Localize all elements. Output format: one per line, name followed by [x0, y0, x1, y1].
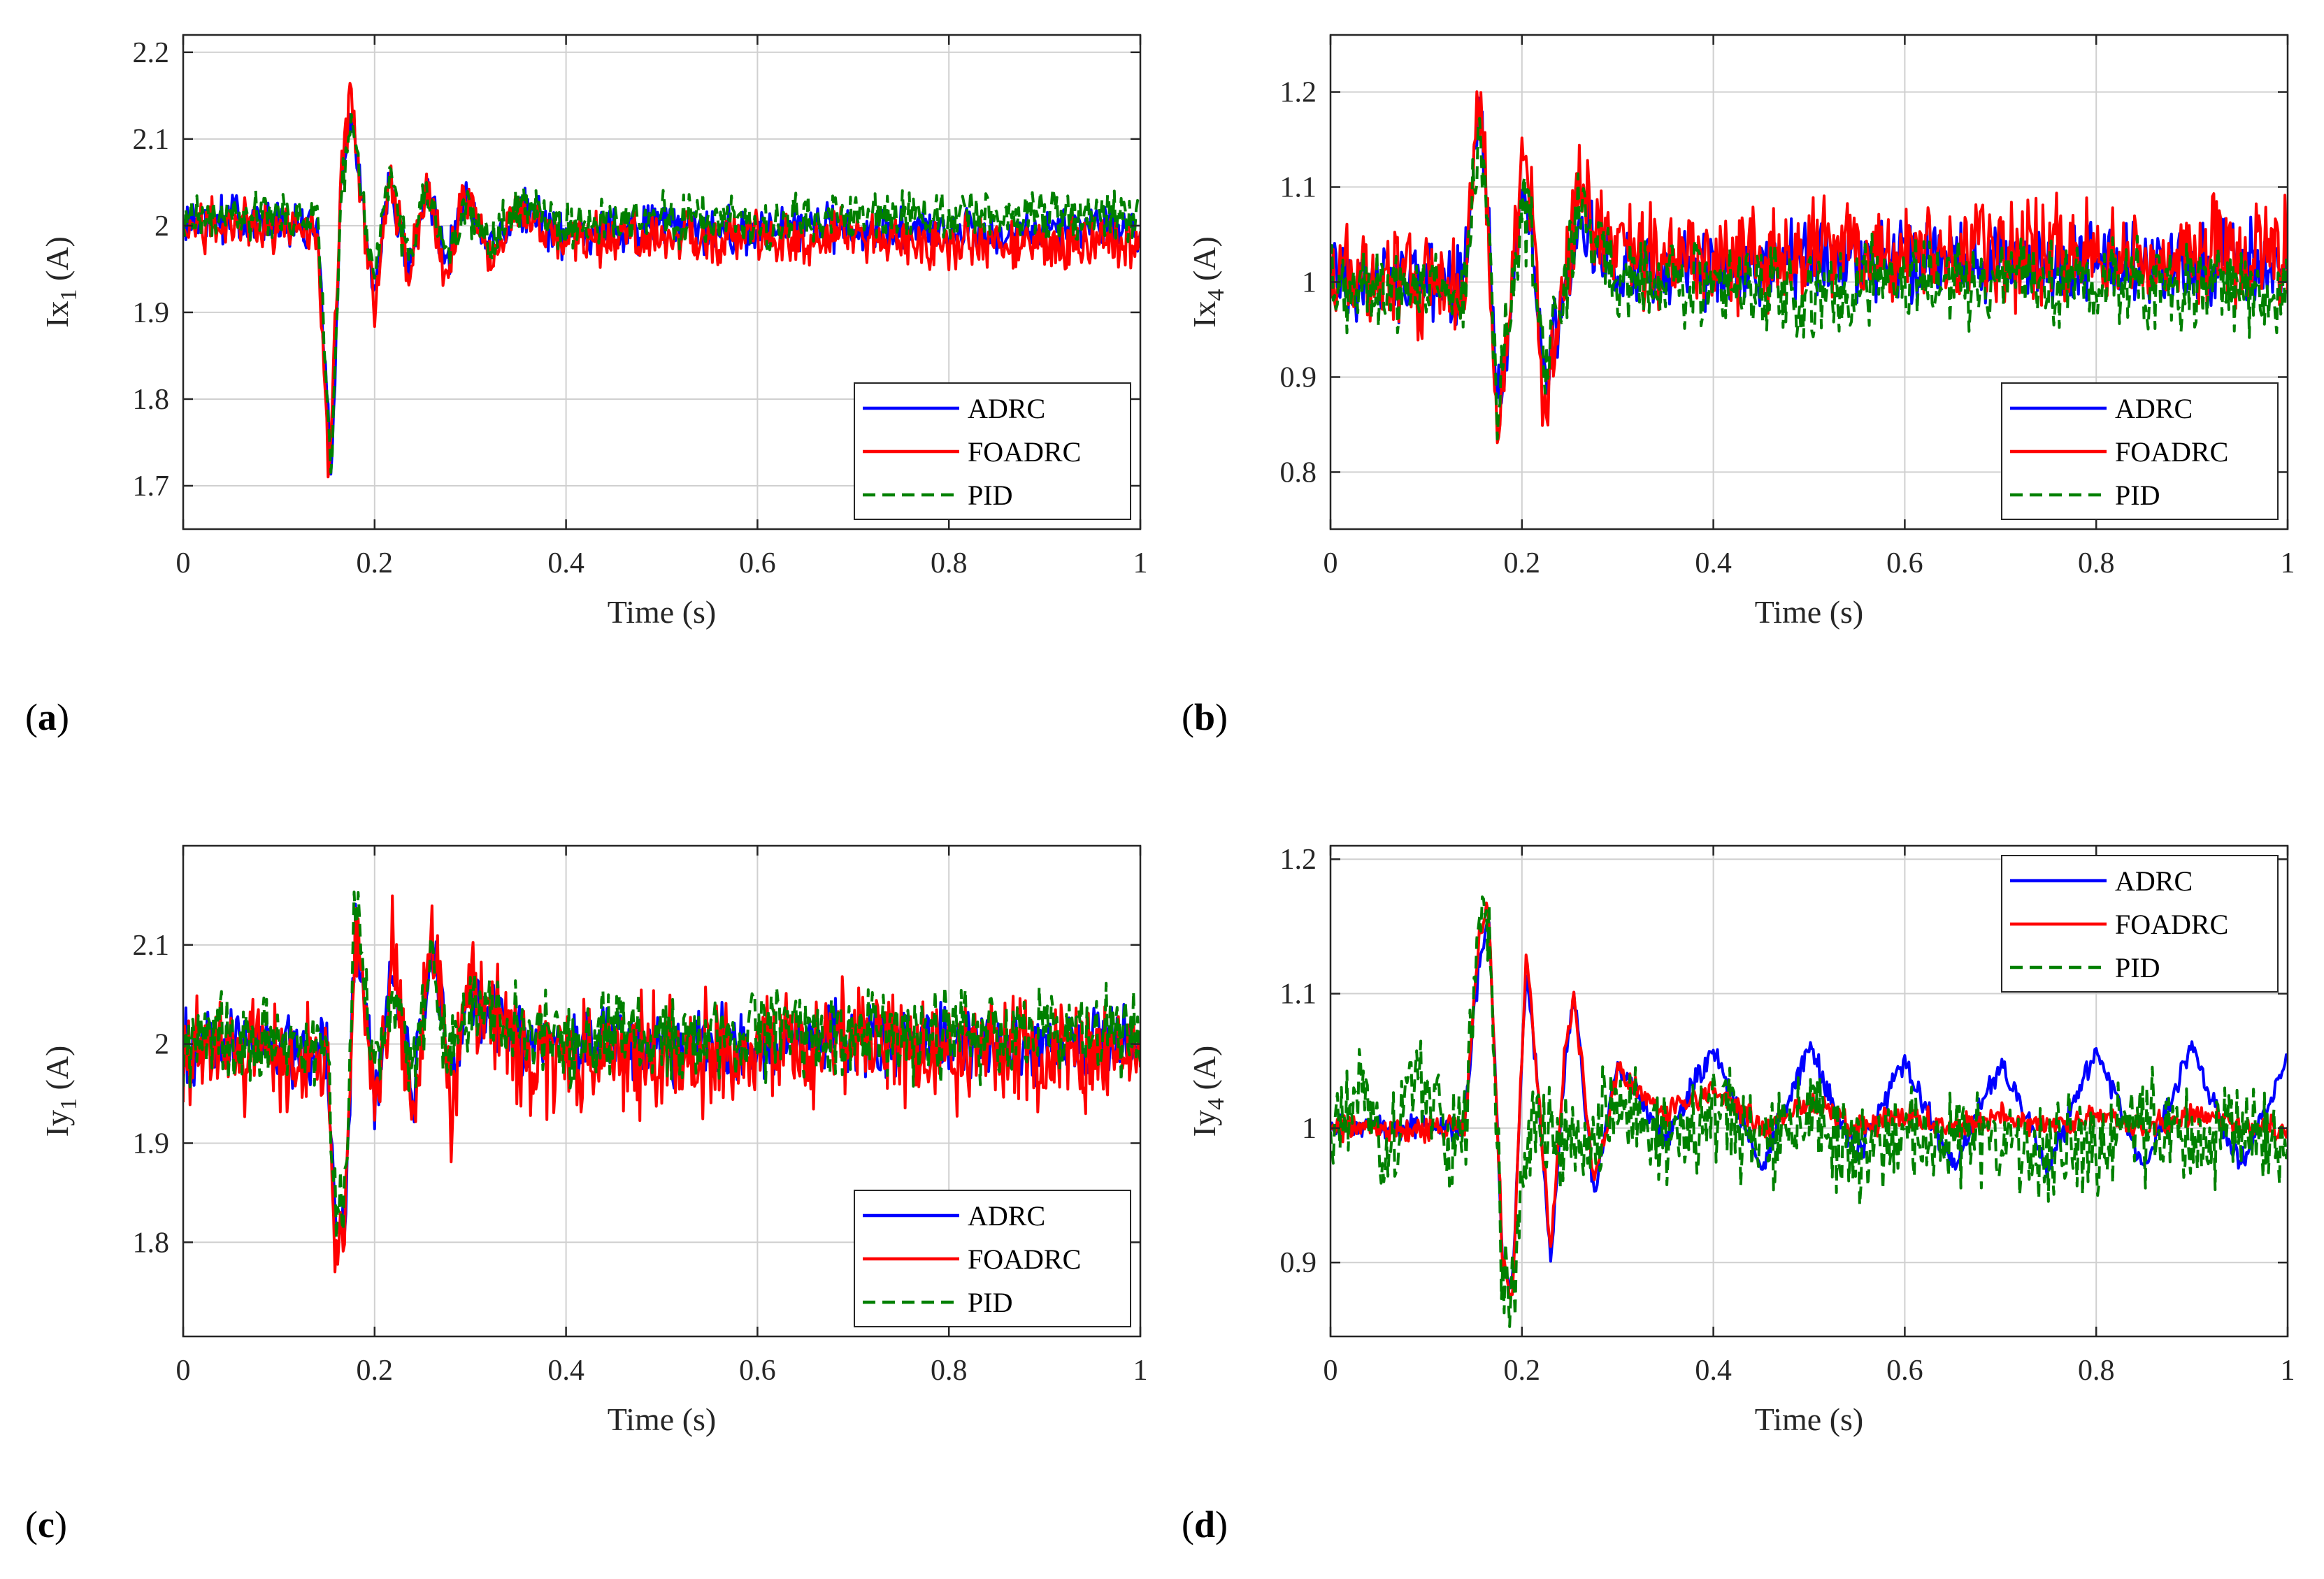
legend-label-pid: PID: [968, 480, 1012, 511]
legend-label-pid: PID: [2115, 480, 2160, 511]
y-axis-label-subscript: 1: [56, 289, 82, 301]
legend: ADRC FOADRC PID: [854, 382, 1131, 520]
x-tick-label: 0.6: [739, 547, 776, 579]
x-tick-label: 0.4: [1695, 1355, 1732, 1387]
y-tick-label: 0.9: [1280, 361, 1317, 394]
series-pid: [183, 891, 1140, 1241]
y-tick-label: 1.8: [133, 1227, 170, 1259]
x-axis-label: Time (s): [1755, 594, 1864, 630]
y-axis-label-main: Ix: [1186, 301, 1222, 328]
legend-label-foadrc: FOADRC: [968, 1243, 1081, 1275]
x-tick-label: 0: [176, 547, 191, 579]
panel-label-a: (a): [25, 696, 69, 738]
y-axis-label-subscript: 4: [1203, 1098, 1229, 1110]
y-tick-label: 2.2: [133, 37, 170, 69]
x-tick-label: 0.6: [1886, 1355, 1923, 1387]
y-tick-label: 1.7: [133, 470, 170, 503]
x-tick-label: 0.2: [357, 547, 394, 579]
y-axis-label: Ix4 (A): [1186, 236, 1229, 328]
axes-box: [182, 34, 1142, 531]
y-axis-label-subscript: 1: [56, 1098, 82, 1110]
legend: ADRC FOADRC PID: [2001, 855, 2279, 993]
y-tick-label: 0.8: [1280, 456, 1317, 489]
y-tick-label: 1.1: [1280, 172, 1317, 204]
y-tick-label: 1.2: [1280, 844, 1317, 876]
chart-d: 0 0.2 0.4 0.6 0.8 1 0.9 1 1.1 1.2 Time (s) Iy4 (A) A…: [1186, 844, 2295, 1437]
y-tick-label: 2.1: [133, 124, 170, 156]
x-tick-label: 0.4: [547, 547, 584, 579]
x-tick-label: 0.6: [1886, 547, 1923, 579]
y-axis-label-unit: (A): [39, 236, 75, 289]
legend-label-adrc: ADRC: [2115, 393, 2193, 424]
y-axis-label-unit: (A): [1186, 1046, 1222, 1098]
legend: ADRC FOADRC PID: [854, 1190, 1131, 1327]
y-tick-label: 1.9: [133, 1127, 170, 1160]
x-axis-label: Time (s): [608, 594, 717, 630]
series-foadrc: [1330, 90, 2288, 445]
x-tick-label: 0.8: [931, 547, 968, 579]
x-tick-label: 1: [1133, 547, 1148, 579]
x-tick-label: 0.4: [1695, 547, 1732, 579]
x-tick-label: 0.4: [547, 1355, 584, 1387]
y-tick-label: 1: [1302, 267, 1317, 299]
x-tick-label: 1: [2281, 1355, 2295, 1387]
legend-label-foadrc: FOADRC: [2115, 909, 2228, 940]
y-axis-label-subscript: 4: [1203, 289, 1229, 301]
y-tick-label: 2: [155, 210, 169, 243]
x-tick-label: 0: [1324, 547, 1338, 579]
legend-label-adrc: ADRC: [968, 393, 1045, 424]
y-tick-label: 1.9: [133, 297, 170, 329]
x-tick-label: 0.6: [739, 1355, 776, 1387]
series-foadrc: [183, 894, 1140, 1274]
y-axis-label-main: Ix: [39, 301, 75, 328]
axes-box: [1329, 844, 2289, 1338]
y-tick-label: 0.9: [1280, 1247, 1317, 1279]
x-tick-label: 0.2: [1504, 547, 1541, 579]
panel-label-d: (d): [1182, 1504, 1228, 1545]
x-tick-label: 0.8: [2078, 547, 2115, 579]
chart-a: 0 0.2 0.4 0.6 0.8 1 1.7 1.8 1.9 2 2.1 2.2 Time (s) Ix…: [39, 34, 1148, 630]
y-tick-label: 1.1: [1280, 979, 1317, 1011]
x-tick-label: 0.8: [2078, 1355, 2115, 1387]
y-axis-label: Ix1 (A): [39, 236, 82, 328]
panel-label-c: (c): [25, 1504, 67, 1545]
x-tick-label: 0.8: [931, 1355, 968, 1387]
x-tick-label: 0: [176, 1355, 191, 1387]
axes-box: [182, 844, 1142, 1338]
chart-b: 0 0.2 0.4 0.6 0.8 1 0.8 0.9 1 1.1 1.2 Time (s) Ix4 (…: [1186, 34, 2295, 630]
y-axis-label: Iy1 (A): [39, 1046, 82, 1137]
legend-label-adrc: ADRC: [2115, 865, 2193, 897]
y-axis-label-main: Iy: [39, 1110, 75, 1137]
x-tick-label: 1: [2281, 547, 2295, 579]
series-pid: [1330, 117, 2288, 441]
x-tick-label: 0: [1324, 1355, 1338, 1387]
series-pid: [1330, 895, 2288, 1328]
series-pid: [183, 113, 1140, 474]
y-axis-label-unit: (A): [1186, 236, 1222, 289]
legend-label-foadrc: FOADRC: [968, 436, 1081, 468]
legend-label-pid: PID: [2115, 952, 2160, 983]
y-tick-label: 2: [155, 1029, 169, 1061]
x-tick-label: 0.2: [1504, 1355, 1541, 1387]
x-axis-label: Time (s): [608, 1401, 717, 1437]
panel-label-b: (b): [1182, 696, 1228, 738]
y-axis-label-unit: (A): [39, 1046, 75, 1098]
y-tick-label: 2.1: [133, 930, 170, 962]
y-tick-label: 1.2: [1280, 77, 1317, 109]
legend-label-pid: PID: [968, 1287, 1012, 1318]
x-tick-label: 1: [1133, 1355, 1148, 1387]
y-axis-label: Iy4 (A): [1186, 1046, 1229, 1137]
legend-label-foadrc: FOADRC: [2115, 436, 2228, 468]
y-tick-label: 1: [1302, 1113, 1317, 1145]
x-axis-label: Time (s): [1755, 1401, 1864, 1437]
legend-label-adrc: ADRC: [968, 1200, 1045, 1232]
y-tick-label: 1.8: [133, 384, 170, 416]
legend: ADRC FOADRC PID: [2001, 382, 2279, 520]
y-axis-label-main: Iy: [1186, 1110, 1222, 1137]
x-tick-label: 0.2: [357, 1355, 394, 1387]
